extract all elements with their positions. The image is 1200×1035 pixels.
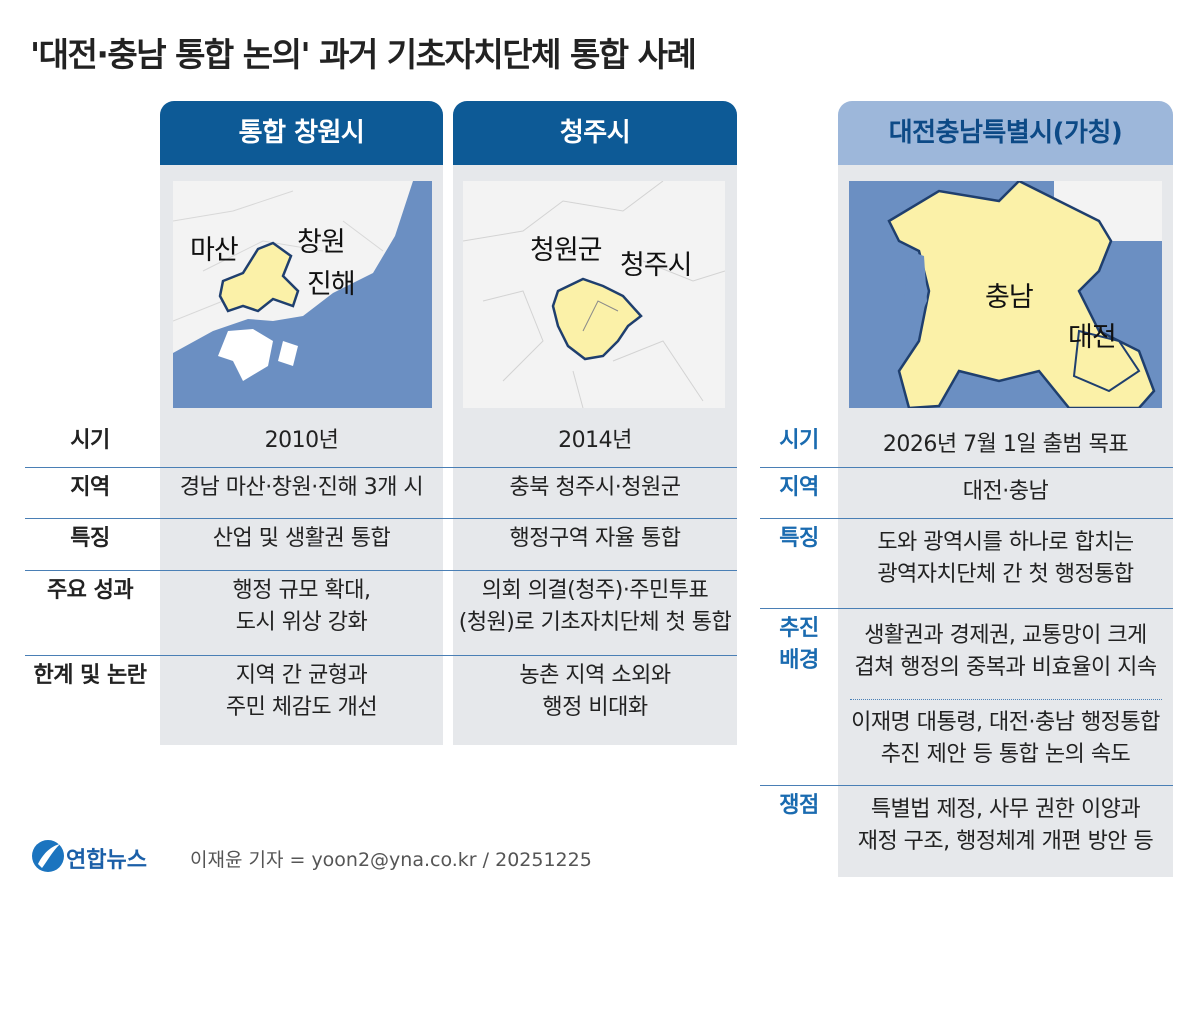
map-changwon [173,181,432,408]
cell-text: 이재명 대통령, 대전·충남 행정통합 [851,710,1160,735]
cell-text: 산업 및 생활권 통합 [212,526,391,551]
map-label: 청원군 [530,235,603,266]
cell-text: 주민 체감도 개선 [225,695,378,720]
credit: 이재윤 기자 = yoon2@yna.co.kr / 20251225 [190,849,592,871]
map-label: 대전 [1068,322,1117,353]
row-label: 한계 및 논란 [33,663,147,688]
logo-icon [32,840,64,872]
cell-text: 행정구역 자율 통합 [509,526,681,551]
cell-text: 의회 의결(청주)·주민투표 [481,578,709,603]
cell-text: 대전·충남 [962,479,1049,504]
cell-text: 특별법 제정, 사무 권한 이양과 [870,797,1141,822]
cell-text: 행정 규모 확대, [232,578,371,603]
column-header: 대전충남특별시(가칭) [888,118,1123,148]
cell-text: 2014년 [558,428,632,453]
row-divider [850,699,1162,700]
row-divider [25,518,737,519]
cell-text: 도와 광역시를 하나로 합치는 [877,530,1134,555]
map-chungnam [849,181,1162,408]
row-divider [25,655,737,656]
row-label: 지역 [779,475,819,500]
row-label: 특징 [70,526,110,551]
row-divider [760,518,1173,519]
cell-text: 추진 제안 등 통합 논의 속도 [880,742,1131,767]
map-label: 충남 [985,282,1034,313]
cell-text: 재정 구조, 행정체계 개편 방안 등 [857,829,1154,854]
map-cheongju [463,181,725,408]
header-bg [453,101,737,165]
row-divider [760,608,1173,609]
row-divider [760,785,1173,786]
title: '대전·충남 통합 논의' 과거 기초자치단체 통합 사례 [30,35,697,74]
map-label: 창원 [297,227,346,258]
cell-text: 2026년 7월 1일 출범 목표 [882,432,1129,457]
row-divider [25,467,737,468]
row-label: 배경 [779,648,819,673]
row-label: 시기 [779,428,819,453]
cell-text: 2010년 [264,428,339,453]
row-label: 특징 [779,526,819,551]
cell-text: (청원)로 기초자치단체 첫 통합 [458,610,732,635]
cell-text: 생활권과 경제권, 교통망이 크게 [864,623,1147,648]
cell-text: 광역자치단체 간 첫 행정통합 [877,562,1134,587]
row-label: 추진 [779,616,819,641]
cell-text: 지역 간 균형과 [235,663,368,688]
row-label: 시기 [70,428,110,453]
cell-text: 농촌 지역 소외와 [519,663,671,688]
map-label: 진해 [307,269,356,300]
row-label: 지역 [70,475,110,500]
row-divider [760,467,1173,468]
header-bg [838,101,1173,165]
map-label: 마산 [190,235,239,266]
row-label: 쟁점 [779,793,819,818]
header-bg [160,101,443,165]
map-label: 청주시 [620,250,693,281]
cell-text: 도시 위상 강화 [235,610,368,635]
cell-text: 충북 청주시·청원군 [509,475,681,500]
row-divider [25,570,737,571]
cell-text: 겹쳐 행정의 중복과 비효율이 지속 [854,655,1157,680]
column-header: 통합 창원시 [238,118,365,148]
column-header: 청주시 [559,118,631,148]
cell-text: 행정 비대화 [542,695,648,720]
logo-text: 연합뉴스 [66,848,147,873]
cell-text: 경남 마산·창원·진해 3개 시 [179,475,424,500]
row-label: 주요 성과 [46,578,134,603]
